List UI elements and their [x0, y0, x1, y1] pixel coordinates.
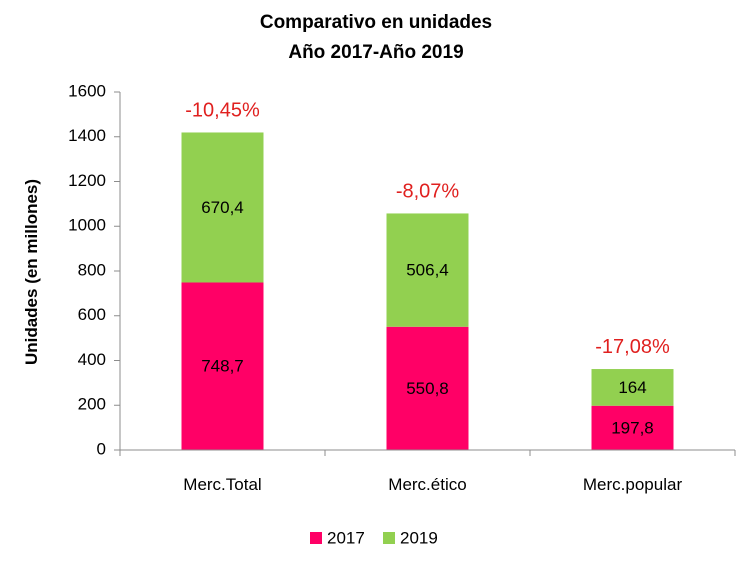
y-tick-label: 1600 — [68, 81, 106, 100]
category-label-2: Merc.ético — [388, 475, 466, 494]
data-label-2019-2: 506,4 — [406, 261, 449, 280]
legend-label-2019: 2019 — [400, 528, 438, 547]
change-annotation-2: -8,07% — [396, 180, 460, 202]
chart-title-line-2: Año 2017-Año 2019 — [288, 42, 463, 63]
legend-label-2017: 2017 — [327, 528, 365, 547]
legend-swatch-2017 — [310, 532, 322, 544]
category-label-1: Merc.Total — [183, 475, 261, 494]
bar-2019-1 — [181, 132, 264, 283]
data-label-2017-1: 748,7 — [201, 357, 244, 376]
change-annotation-3: -17,08% — [595, 336, 670, 358]
chart-title-line-1: Comparativo en unidades — [260, 12, 492, 33]
category-label-3: Merc.popular — [583, 475, 683, 494]
y-tick-label: 200 — [78, 395, 106, 414]
bar-2017-2 — [386, 326, 469, 450]
bar-2017-3 — [591, 405, 674, 450]
y-axis-label: Unidades (en millones) — [22, 179, 41, 365]
y-tick-label: 0 — [97, 439, 106, 458]
y-tick-label: 800 — [78, 260, 106, 279]
y-tick-label: 400 — [78, 350, 106, 369]
legend: 2017 2019 — [310, 528, 438, 547]
bar-2017-1 — [181, 282, 264, 450]
y-tick-label: 600 — [78, 305, 106, 324]
data-label-2017-3: 197,8 — [611, 418, 654, 437]
change-annotation-1: -10,45% — [185, 99, 260, 121]
category-labels: Merc.Total Merc.ético Merc.popular — [183, 475, 682, 494]
bars: 748,7 670,4 -10,45% 550,8 506,4 -8,07% 197,8 16… — [181, 99, 674, 450]
bar-2019-3 — [591, 369, 674, 406]
y-tick-label: 1000 — [68, 216, 106, 235]
axes — [119, 92, 736, 456]
data-label-2017-2: 550,8 — [406, 379, 449, 398]
y-tick-label: 1200 — [68, 171, 106, 190]
data-label-2019-3: 164 — [618, 378, 646, 397]
bar-2019-2 — [386, 213, 469, 327]
data-label-2019-1: 670,4 — [201, 198, 244, 217]
legend-swatch-2019 — [383, 532, 395, 544]
y-tick-label: 1400 — [68, 126, 106, 145]
y-axis-ticks: 0 200 400 600 800 1000 1200 1400 1600 — [68, 81, 120, 458]
